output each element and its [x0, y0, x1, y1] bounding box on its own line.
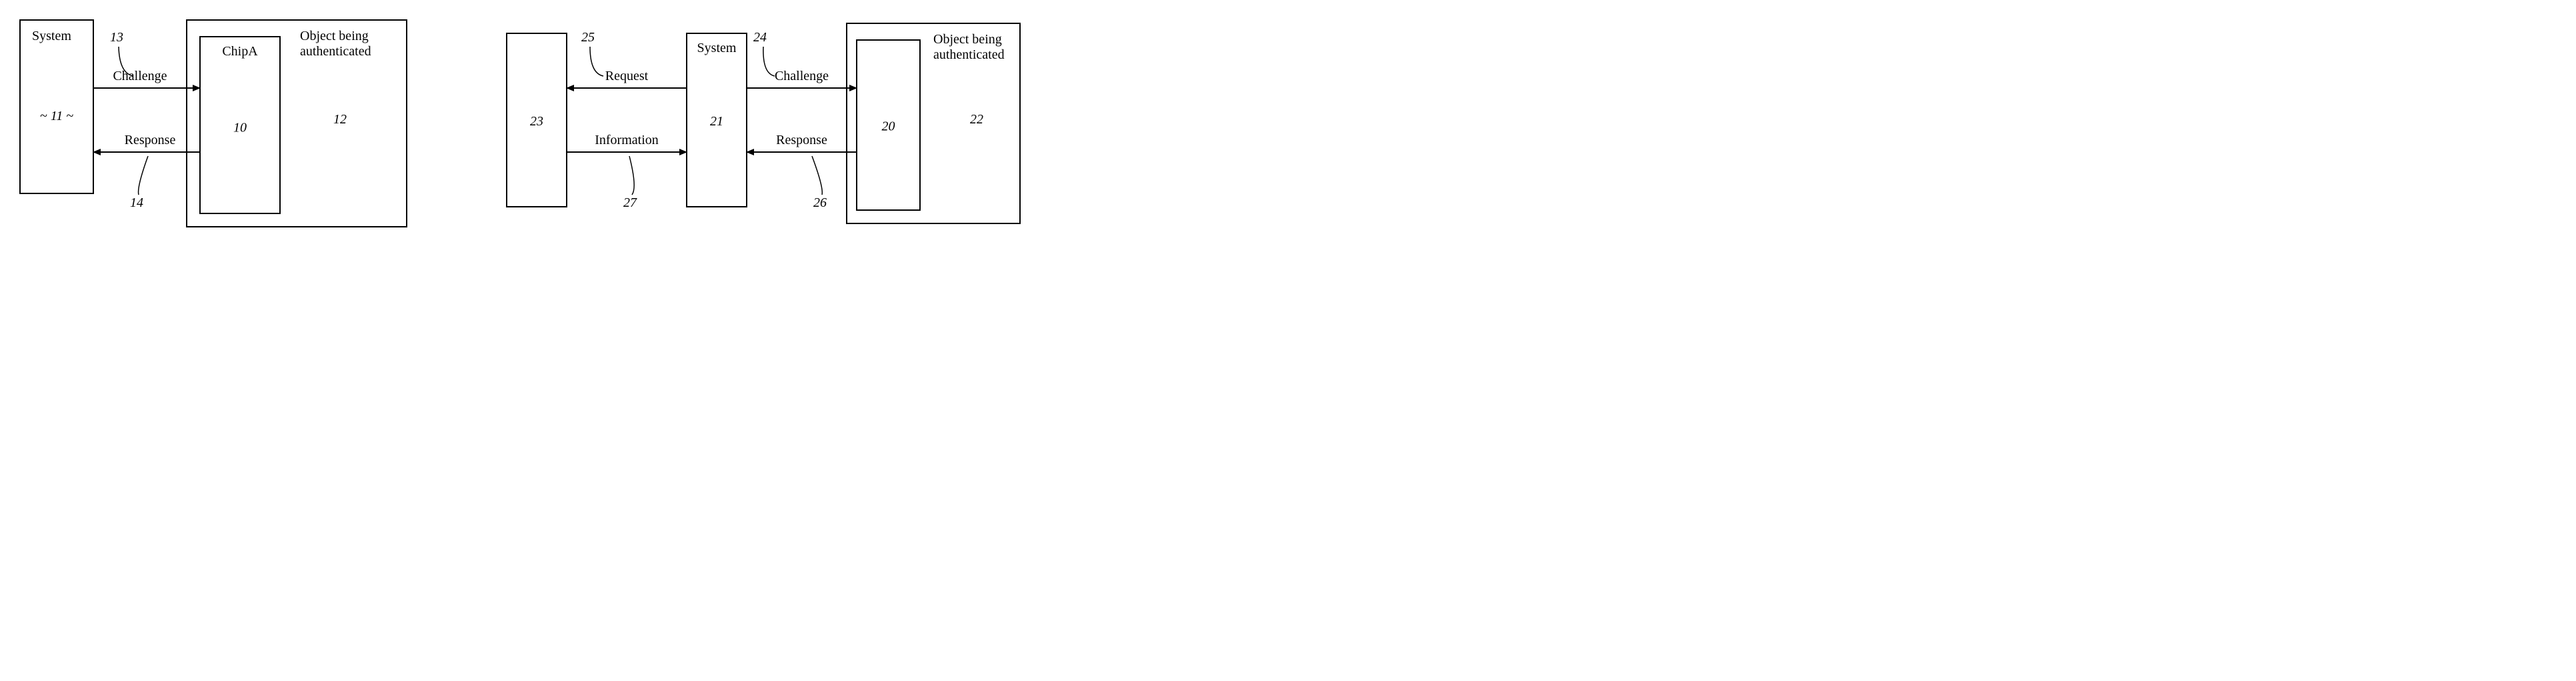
left-response-label: Response — [125, 133, 176, 147]
right-request-label: Request — [605, 69, 649, 83]
left-chip-label: ChipA — [222, 44, 258, 59]
right-challenge-label: Challenge — [775, 69, 829, 83]
right-leader-26 — [812, 156, 822, 195]
right-ref-27: 27 — [623, 195, 637, 210]
right-ref-26: 26 — [813, 195, 827, 210]
right-leader-27 — [629, 156, 634, 195]
left-challenge-label: Challenge — [113, 69, 167, 83]
left-system-id: ~ 11 ~ — [40, 109, 73, 123]
left-chip-id: 10 — [233, 121, 247, 135]
right-left-id: 23 — [530, 114, 543, 129]
left-system-label: System — [32, 29, 71, 43]
left-object-label: Object beingauthenticated — [300, 29, 371, 59]
right-ref-24: 24 — [753, 30, 767, 45]
right-object-label: Object beingauthenticated — [933, 32, 1005, 62]
right-leader-25 — [590, 47, 603, 76]
right-system-id: 21 — [710, 114, 723, 129]
left-ref-13: 13 — [110, 30, 123, 45]
left-system-box — [20, 20, 93, 193]
right-information-label: Information — [595, 133, 659, 147]
left-object-id: 12 — [333, 112, 347, 127]
right-leader-24 — [763, 47, 775, 76]
right-ref-25: 25 — [581, 30, 595, 45]
right-response-label: Response — [776, 133, 827, 147]
right-inner-id: 20 — [882, 119, 895, 134]
right-object-id: 22 — [970, 112, 983, 127]
right-system-label: System — [697, 41, 737, 55]
left-leader-14 — [139, 156, 148, 195]
left-object-box — [187, 20, 407, 227]
left-ref-14: 14 — [130, 195, 143, 210]
